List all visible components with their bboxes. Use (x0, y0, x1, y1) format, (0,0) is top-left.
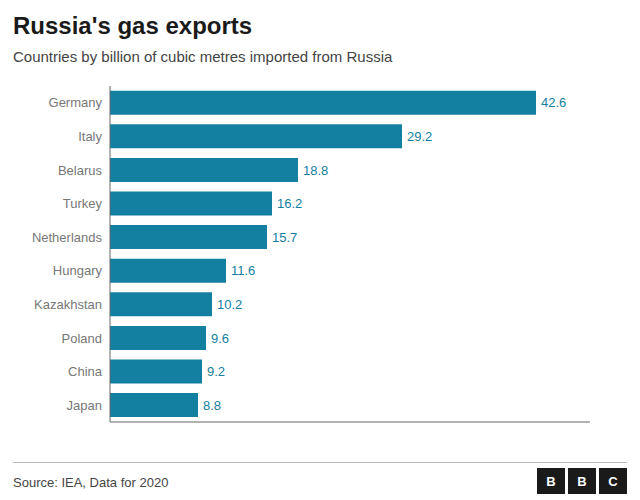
svg-text:9.6: 9.6 (211, 331, 229, 346)
svg-text:8.8: 8.8 (203, 398, 221, 413)
html-text:Source: IEA, Data for 2020: Source: IEA, Data for 2020 (13, 475, 169, 490)
svg-text:Poland: Poland (62, 331, 102, 346)
html-text:C: C (608, 473, 618, 489)
svg-text:Japan: Japan (67, 398, 102, 413)
svg-text:10.2: 10.2 (217, 297, 242, 312)
svg-text:China: China (68, 364, 103, 379)
html-text:B: B (546, 473, 556, 489)
svg-text:Netherlands: Netherlands (32, 230, 103, 245)
html-text:B: B (577, 473, 587, 489)
svg-text:Turkey: Turkey (63, 196, 103, 211)
svg-text:42.6: 42.6 (541, 95, 566, 110)
svg-text:15.7: 15.7 (272, 230, 297, 245)
svg-text:Italy: Italy (78, 129, 102, 144)
svg-text:Germany: Germany (49, 95, 103, 110)
svg-text:16.2: 16.2 (277, 196, 302, 211)
html-text:Countries by billion of cubic: Countries by billion of cubic metres imp… (13, 48, 393, 65)
svg-text:9.2: 9.2 (207, 364, 225, 379)
svg-text:Hungary: Hungary (53, 263, 103, 278)
html-text:Russia's gas exports: Russia's gas exports (13, 12, 253, 39)
svg-text:29.2: 29.2 (407, 129, 432, 144)
svg-text:Kazakhstan: Kazakhstan (34, 297, 102, 312)
svg-text:18.8: 18.8 (303, 163, 328, 178)
svg-text:Belarus: Belarus (58, 163, 103, 178)
svg-text:11.6: 11.6 (231, 263, 255, 278)
